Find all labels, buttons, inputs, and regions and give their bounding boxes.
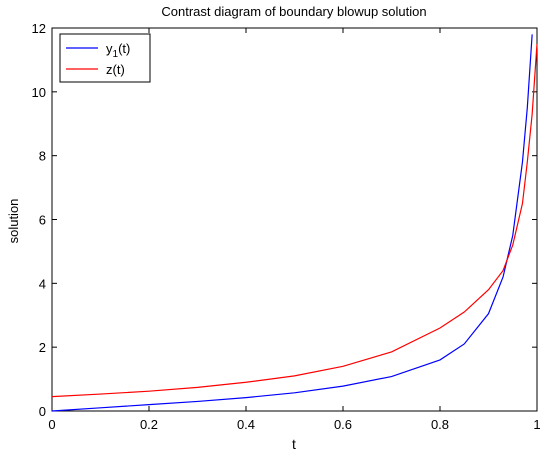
legend-label-1: y1(t): [106, 41, 130, 60]
legend-label-2: z(t): [106, 62, 125, 77]
legend-label-name: y: [106, 41, 113, 56]
x-tick-label: 1: [533, 417, 540, 432]
y-axis-label: solution: [6, 199, 21, 244]
x-tick-label: 0: [48, 417, 55, 432]
y-tick-label: 10: [32, 85, 46, 100]
y-tick-label: 8: [39, 149, 46, 164]
series-line-1: [51, 34, 533, 412]
legend-label-suffix: (t): [118, 41, 130, 56]
x-tick-label: 0.8: [431, 417, 449, 432]
y-tick-label: 12: [32, 21, 46, 36]
series-line-2: [51, 43, 538, 398]
legend: y1(t) z(t): [59, 33, 151, 83]
plot-box: [51, 27, 538, 412]
y-tick-label: 0: [39, 404, 46, 419]
x-axis-label: t: [292, 436, 296, 452]
y-tick-label: 4: [39, 276, 46, 291]
x-tick-label: 0.6: [334, 417, 352, 432]
legend-label-subscript: 1: [113, 49, 119, 60]
x-tick-label: 0.4: [237, 417, 255, 432]
chart-title: Contrast diagram of boundary blowup solu…: [161, 4, 426, 19]
x-tick-label: 0.2: [140, 417, 158, 432]
y-tick-label: 6: [39, 213, 46, 228]
legend-box: [59, 33, 151, 83]
legend-label-name: z(t): [106, 62, 125, 77]
y-tick-label: 2: [39, 340, 46, 355]
